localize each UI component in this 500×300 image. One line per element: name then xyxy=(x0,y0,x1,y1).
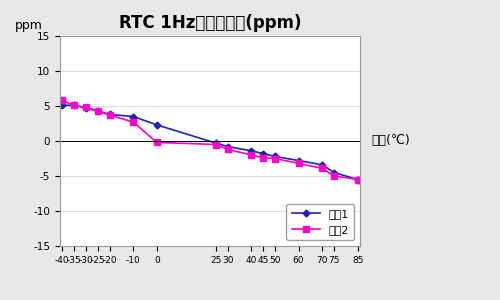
Title: RTC 1Hz输出准确度(ppm): RTC 1Hz输出准确度(ppm) xyxy=(119,14,301,32)
电袆2 xyxy=(83,106,89,109)
电袆1 xyxy=(331,171,337,174)
Text: ppm: ppm xyxy=(15,19,43,32)
电袆1 xyxy=(224,145,230,148)
电袆1 xyxy=(319,163,325,166)
电袆2 xyxy=(130,120,136,124)
电袆2 xyxy=(213,143,219,146)
Text: 温度(℃): 温度(℃) xyxy=(371,134,410,148)
电袆1 xyxy=(60,103,66,107)
电袆2 xyxy=(60,99,66,102)
电袆1 xyxy=(71,103,77,107)
电袆2 xyxy=(260,156,266,160)
电袆2 xyxy=(106,113,112,117)
Legend: 电袆1, 电袆2: 电袆1, 电袆2 xyxy=(286,204,354,240)
电袆2 xyxy=(296,162,302,165)
电袆2 xyxy=(248,153,254,157)
电袆1 xyxy=(106,112,112,116)
电袆1 xyxy=(260,152,266,155)
电袆1 xyxy=(83,106,89,110)
电袆1 xyxy=(130,115,136,118)
电袆1 xyxy=(213,141,219,145)
电袆2 xyxy=(354,178,360,181)
电袆1 xyxy=(354,178,360,181)
电袆1 xyxy=(154,123,160,127)
Line: 电袆2: 电袆2 xyxy=(60,98,360,182)
Line: 电袆1: 电袆1 xyxy=(60,103,360,182)
电袆2 xyxy=(224,148,230,151)
电袆1 xyxy=(248,149,254,153)
电袆2 xyxy=(95,109,101,113)
电袆1 xyxy=(95,109,101,113)
电袆1 xyxy=(272,154,278,158)
电袆2 xyxy=(319,167,325,170)
电袆2 xyxy=(272,157,278,160)
电袆2 xyxy=(154,141,160,144)
电袆1 xyxy=(296,159,302,162)
电袆2 xyxy=(71,103,77,107)
电袆2 xyxy=(331,174,337,178)
